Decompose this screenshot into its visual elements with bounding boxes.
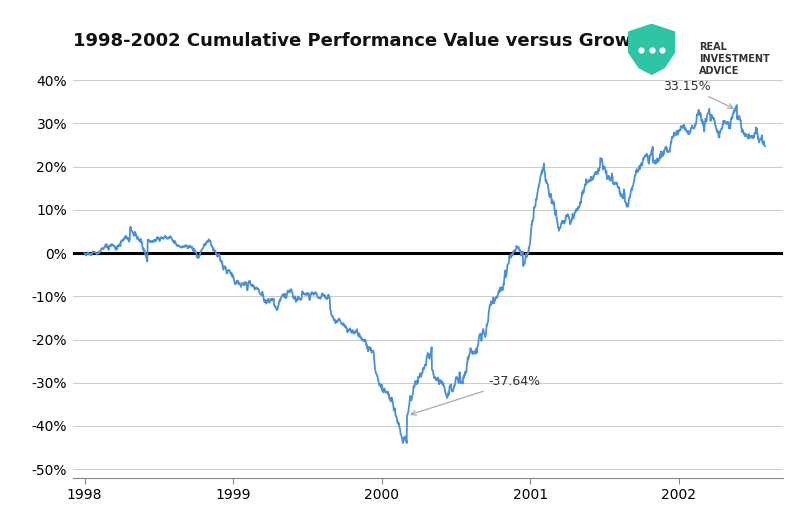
Text: 1998-2002 Cumulative Performance Value versus Growth: 1998-2002 Cumulative Performance Value v… xyxy=(73,33,652,50)
Text: REAL: REAL xyxy=(699,42,727,52)
Text: ADVICE: ADVICE xyxy=(699,66,739,76)
Text: -37.64%: -37.64% xyxy=(411,375,541,415)
Text: INVESTMENT: INVESTMENT xyxy=(699,54,770,64)
Polygon shape xyxy=(628,24,675,75)
Text: 33.15%: 33.15% xyxy=(663,80,733,108)
